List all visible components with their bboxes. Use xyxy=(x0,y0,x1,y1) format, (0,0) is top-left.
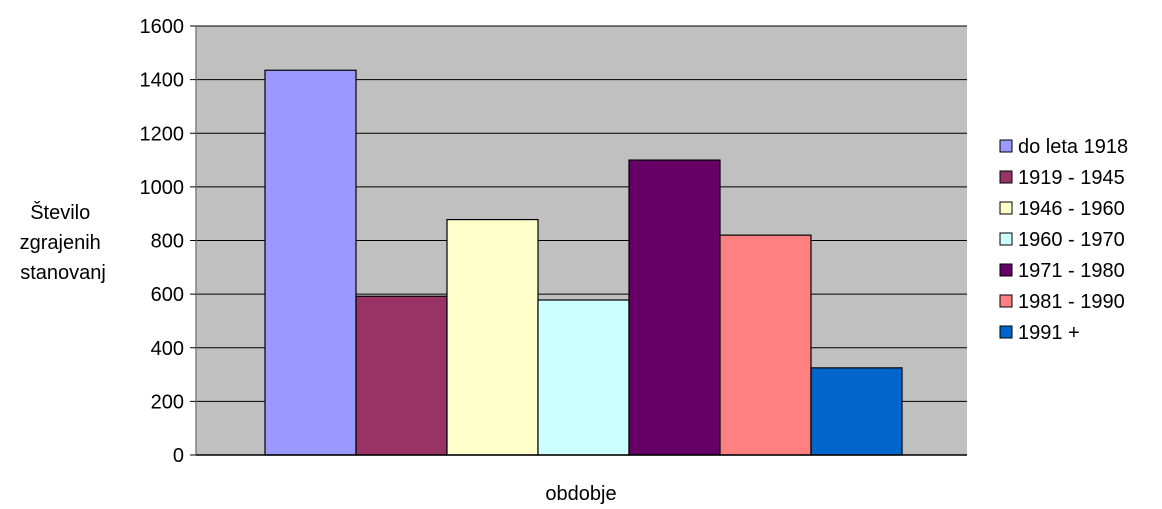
y-tick-label: 800 xyxy=(151,231,184,253)
y-tick-label: 1000 xyxy=(140,177,185,199)
bars xyxy=(264,69,903,456)
legend: do leta 1918 1919 - 1945 1946 - 1960 1960 -… xyxy=(999,136,1128,344)
x-axis-label: obdobje xyxy=(545,483,616,505)
legend-label: 1981 - 1990 xyxy=(1018,291,1125,313)
bar xyxy=(719,234,812,456)
y-tick-label: 600 xyxy=(151,284,184,306)
y-tick-label: 1200 xyxy=(140,123,185,145)
legend-swatch xyxy=(999,325,1013,339)
y-tick-label: 0 xyxy=(173,445,184,467)
legend-label: do leta 1918 xyxy=(1018,136,1128,158)
y-tick-label: 1600 xyxy=(140,16,185,38)
legend-swatch xyxy=(999,201,1013,215)
legend-label: 1991 + xyxy=(1018,322,1080,344)
bar xyxy=(810,367,903,456)
bar xyxy=(537,299,630,456)
legend-label: 1960 - 1970 xyxy=(1018,229,1125,251)
bar xyxy=(355,295,448,456)
legend-label: 1919 - 1945 xyxy=(1018,167,1125,189)
y-axis-label-line: Število xyxy=(30,201,90,224)
legend-swatch xyxy=(999,170,1013,184)
y-tick-label: 200 xyxy=(151,391,184,413)
legend-swatch xyxy=(999,294,1013,308)
y-axis-label-line: zgrajenih xyxy=(20,232,101,254)
bar xyxy=(628,159,721,456)
y-axis-label-line: stanovanj xyxy=(20,262,106,284)
legend-label: 1971 - 1980 xyxy=(1018,260,1125,282)
bar xyxy=(264,69,357,456)
legend-swatch xyxy=(999,139,1013,153)
y-tick-label: 1400 xyxy=(140,70,185,92)
y-axis-label: Število zgrajenih stanovanj xyxy=(20,201,107,284)
y-axis-ticks: 0 200 400 600 800 1000 1200 1400 1600 xyxy=(140,16,196,467)
y-tick-label: 400 xyxy=(151,338,184,360)
legend-swatch xyxy=(999,263,1013,277)
bar xyxy=(446,218,539,456)
legend-swatch xyxy=(999,232,1013,246)
legend-label: 1946 - 1960 xyxy=(1018,198,1125,220)
